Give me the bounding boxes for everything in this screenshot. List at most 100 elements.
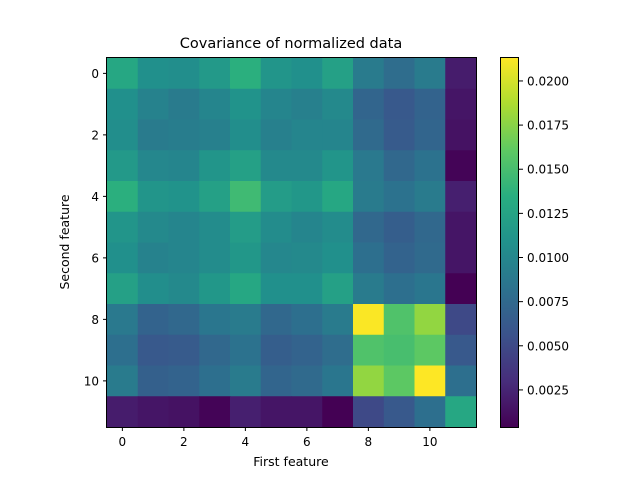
- heatmap-cell: [353, 58, 385, 90]
- colorbar-tick-label: 0.0150: [527, 163, 569, 177]
- heatmap-cell: [291, 119, 323, 151]
- heatmap-cell: [445, 150, 477, 182]
- heatmap-cell: [137, 242, 170, 274]
- heatmap-cell: [383, 365, 416, 397]
- heatmap-cell: [414, 150, 446, 182]
- heatmap-cell: [353, 334, 385, 367]
- heatmap-cell: [291, 304, 323, 336]
- heatmap-cell: [199, 211, 231, 244]
- heatmap-cell: [383, 334, 416, 367]
- y-axis: 0 2 4 6 8 10: [84, 67, 107, 388]
- colorbar-tick-label: 0.0125: [527, 207, 569, 221]
- heatmap-cell: [260, 88, 293, 121]
- heatmap-cell: [414, 365, 446, 397]
- heatmap-cell: [322, 88, 354, 121]
- heatmap-cell: [291, 396, 323, 428]
- heatmap-cell: [230, 181, 262, 213]
- heatmap-cell: [353, 304, 385, 336]
- heatmap-cell: [230, 242, 262, 274]
- heatmap-cell: [383, 88, 416, 121]
- heatmap-cell: [137, 181, 170, 213]
- heatmap-cell: [353, 211, 385, 244]
- heatmap-cell: [322, 273, 354, 305]
- y-tick-label: 0: [91, 67, 99, 81]
- heatmap-cell: [383, 304, 416, 336]
- y-tick-label: 6: [91, 251, 99, 265]
- heatmap-cell: [383, 242, 416, 274]
- heatmap-cell: [137, 396, 170, 428]
- y-tick-label: 8: [91, 313, 99, 327]
- heatmap-cell: [445, 396, 477, 428]
- heatmap-cell: [168, 334, 200, 367]
- heatmap-cell: [322, 58, 354, 90]
- heatmap-cell: [168, 304, 200, 336]
- heatmap-cell: [199, 88, 231, 121]
- heatmap-cell: [291, 88, 323, 121]
- heatmap-cell: [414, 119, 446, 151]
- heatmap-cell: [107, 365, 139, 397]
- heatmap-cell: [445, 273, 477, 305]
- heatmap-cell: [107, 273, 139, 305]
- heatmap-cell: [107, 181, 139, 213]
- heatmap-cell: [445, 58, 477, 90]
- heatmap-cell: [230, 396, 262, 428]
- heatmap-cell: [291, 334, 323, 367]
- y-tick-label: 2: [91, 128, 99, 142]
- heatmap-cell: [260, 119, 293, 151]
- heatmap-cell: [414, 396, 446, 428]
- heatmap-cell: [199, 150, 231, 182]
- heatmap-cell: [291, 273, 323, 305]
- heatmap-cell: [230, 334, 262, 367]
- heatmap-cell: [414, 334, 446, 367]
- heatmap-cell: [168, 242, 200, 274]
- heatmap-cell: [260, 242, 293, 274]
- heatmap-cell: [260, 273, 293, 305]
- heatmap-cell: [383, 211, 416, 244]
- heatmap-cell: [137, 119, 170, 151]
- heatmap-cell: [414, 304, 446, 336]
- heatmap-cell: [137, 88, 170, 121]
- heatmap-cell: [291, 181, 323, 213]
- x-tick-label: 4: [242, 435, 250, 449]
- colorbar: [500, 57, 519, 428]
- x-tick-label: 10: [422, 435, 437, 449]
- heatmap-cell: [291, 58, 323, 90]
- colorbar-tick-label: 0.0075: [527, 295, 569, 309]
- heatmap-cell: [414, 273, 446, 305]
- heatmap-cell: [199, 242, 231, 274]
- y-axis-label: Second feature: [57, 194, 72, 289]
- heatmap-cell: [445, 365, 477, 397]
- heatmap-cell: [168, 365, 200, 397]
- heatmap-cell: [260, 304, 293, 336]
- heatmap-cell: [107, 88, 139, 121]
- heatmap-cell: [107, 119, 139, 151]
- heatmap-cell: [353, 396, 385, 428]
- heatmap-cell: [291, 211, 323, 244]
- heatmap-cell: [168, 211, 200, 244]
- x-tick-label: 6: [303, 435, 311, 449]
- heatmap-cell: [383, 181, 416, 213]
- heatmap-cells: [107, 58, 477, 428]
- heatmap-cell: [260, 365, 293, 397]
- x-axis-label: First feature: [253, 454, 329, 469]
- colorbar-tick-label: 0.0200: [527, 74, 569, 88]
- heatmap-cell: [260, 150, 293, 182]
- y-tick-label: 4: [91, 190, 99, 204]
- heatmap-cell: [107, 58, 139, 90]
- heatmap-cell: [137, 211, 170, 244]
- heatmap-cell: [137, 273, 170, 305]
- heatmap-cell: [322, 334, 354, 367]
- heatmap-cell: [353, 365, 385, 397]
- heatmap-cell: [322, 242, 354, 274]
- x-tick-label: 0: [119, 435, 127, 449]
- x-tick-label: 2: [180, 435, 188, 449]
- heatmap-cell: [445, 334, 477, 367]
- heatmap-cell: [445, 181, 477, 213]
- chart-title: Covariance of normalized data: [180, 36, 402, 52]
- heatmap-cell: [137, 365, 170, 397]
- heatmap-cell: [353, 150, 385, 182]
- heatmap-cell: [445, 119, 477, 151]
- heatmap-cell: [137, 334, 170, 367]
